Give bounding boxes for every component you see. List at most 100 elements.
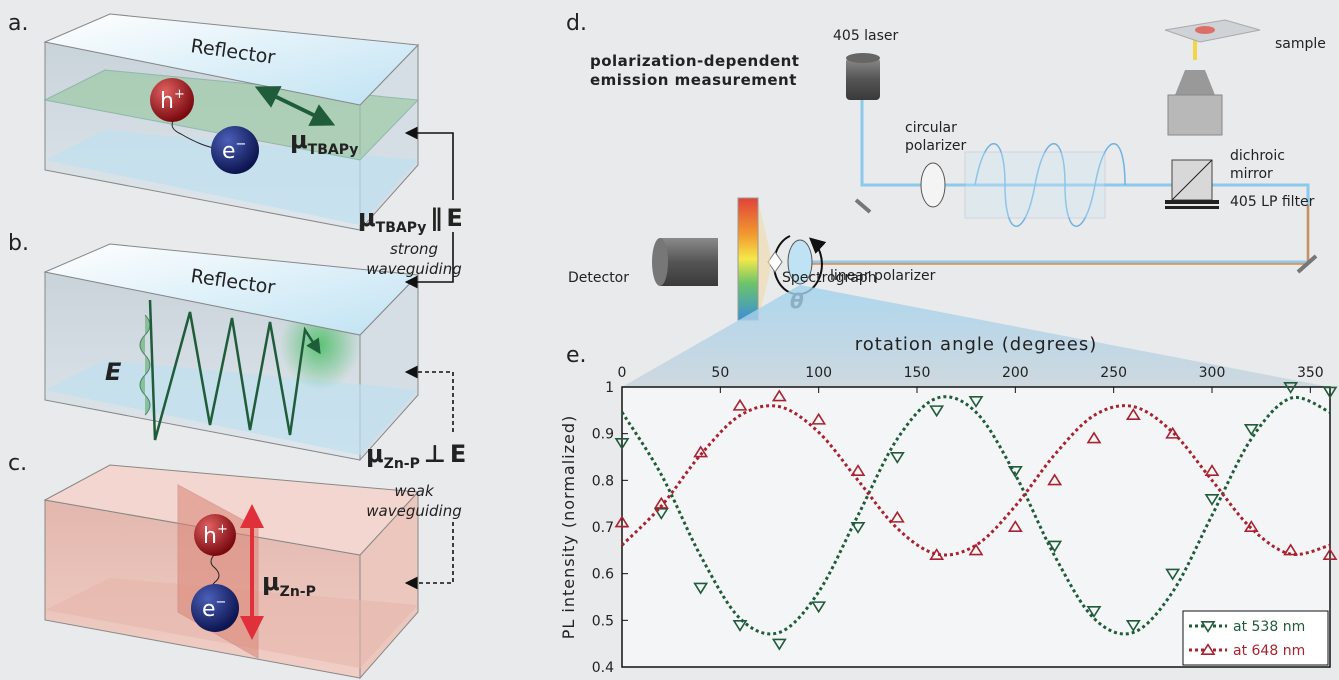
relation-symbol: ⊥ — [424, 440, 446, 468]
panel-label: a. — [8, 11, 28, 36]
symbol: μ — [366, 440, 384, 468]
y-tick-label: 0.8 — [592, 473, 614, 489]
x-tick-label: 350 — [1297, 365, 1324, 381]
arrow — [404, 126, 454, 200]
reflector — [43, 13, 420, 106]
data-point — [732, 398, 748, 411]
y-tick-label: 0.9 — [592, 427, 614, 443]
label: Spectrograph — [782, 270, 877, 286]
symbol: μ — [262, 568, 280, 596]
mirror — [1296, 254, 1318, 274]
label: circular — [905, 120, 957, 136]
y-tick-label: 1 — [605, 380, 614, 396]
legend-marker — [1200, 643, 1216, 655]
data-point — [1086, 431, 1102, 444]
panel-label: e. — [566, 343, 587, 368]
x-tick-label: 100 — [805, 365, 832, 381]
panel-e: e. rotation angle (degrees) PL intensity (… — [559, 334, 1338, 676]
charge: + — [174, 87, 185, 102]
relation: μZn-P ⊥ E — [366, 440, 466, 472]
label: 405 LP filter — [1230, 194, 1315, 210]
hole — [194, 514, 236, 556]
x-tick-label: 150 — [904, 365, 931, 381]
data-point — [968, 543, 984, 556]
y-tick-label: 0.6 — [592, 567, 614, 583]
caption: waveguiding — [366, 502, 461, 520]
symbol: e — [222, 139, 236, 164]
projection-wedge — [622, 285, 1330, 387]
data-point — [693, 582, 709, 595]
data-point — [614, 438, 630, 450]
arrow — [404, 232, 454, 289]
dipole-label: μTBAPy — [290, 126, 358, 158]
hole — [150, 78, 194, 122]
panel-d: d. polarization-dependent emission measu… — [566, 11, 1330, 387]
charge: − — [236, 137, 247, 152]
hole-label: h+ — [160, 87, 185, 114]
data-point — [1165, 568, 1181, 581]
data-point — [1047, 473, 1063, 486]
lp-filter — [1165, 200, 1219, 204]
data-point — [653, 508, 669, 520]
data-point — [693, 445, 709, 458]
data-point — [1243, 424, 1259, 436]
relation-symbol: ∥ — [430, 204, 442, 232]
data-point — [1243, 520, 1259, 532]
data-point — [889, 510, 905, 523]
field: E — [450, 440, 466, 468]
symbol: h — [203, 524, 217, 549]
charge: + — [217, 522, 228, 537]
objective-body — [1167, 94, 1223, 136]
legend: at 538 nm at 648 nm — [1182, 610, 1329, 666]
symbol: e — [202, 597, 216, 622]
reflector — [43, 243, 420, 336]
data-point — [1125, 620, 1141, 632]
laser — [846, 58, 880, 100]
panel-label: d. — [566, 11, 587, 36]
legend-marker — [1200, 621, 1216, 633]
label: linear polarizer — [830, 268, 936, 284]
data-point — [811, 601, 827, 614]
title: polarization-dependent — [590, 52, 799, 70]
data-point — [653, 496, 669, 509]
fit-line — [620, 395, 1331, 636]
linear-polarizer — [787, 239, 813, 285]
y-tick-label: 0.5 — [592, 613, 614, 629]
subscript: Zn-P — [384, 456, 420, 472]
grating — [767, 251, 783, 273]
data-point — [771, 389, 787, 402]
panel-b: b. Reflector E — [8, 231, 420, 462]
subscript: TBAPy — [308, 142, 359, 158]
charge: − — [216, 595, 227, 610]
electron — [191, 584, 239, 632]
caption: waveguiding — [366, 260, 461, 278]
legend-label: at 538 nm — [1233, 619, 1305, 635]
dichroic-mirror — [1171, 159, 1213, 201]
electron-label: e− — [222, 137, 246, 164]
data-point — [1086, 606, 1102, 618]
y-tick-label: 0.4 — [592, 660, 614, 676]
data-point — [889, 452, 905, 464]
data-point — [811, 412, 827, 425]
x-tick-label: 200 — [1002, 365, 1029, 381]
arrow — [404, 365, 454, 432]
data-point — [929, 548, 945, 560]
beam — [790, 95, 1310, 264]
x-tick-label: 50 — [711, 365, 729, 381]
panel-c: c. h+ e− μZn-P — [8, 451, 420, 680]
field-envelope — [139, 314, 151, 416]
hole-label: h+ — [203, 522, 228, 549]
data-point — [1007, 520, 1023, 532]
legend-box — [1182, 610, 1329, 666]
data-point — [850, 522, 866, 534]
arrow — [404, 522, 454, 590]
helix — [974, 143, 1126, 227]
data-point — [771, 638, 787, 651]
objective — [1175, 70, 1215, 95]
panel-a: a. Reflector h+ e− μTBAPy — [8, 11, 420, 232]
symbol: μ — [290, 126, 308, 154]
data-point — [850, 464, 866, 476]
x-tick-label: 250 — [1100, 365, 1127, 381]
electron — [211, 126, 259, 174]
field: E — [446, 204, 462, 232]
